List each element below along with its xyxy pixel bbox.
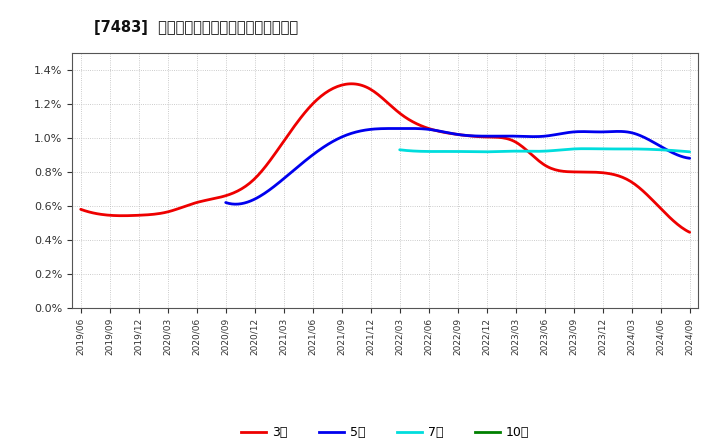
Legend: 3年, 5年, 7年, 10年: 3年, 5年, 7年, 10年 [236,422,534,440]
Text: [7483]  経常利益マージンの標準偏差の推移: [7483] 経常利益マージンの標準偏差の推移 [94,20,298,35]
